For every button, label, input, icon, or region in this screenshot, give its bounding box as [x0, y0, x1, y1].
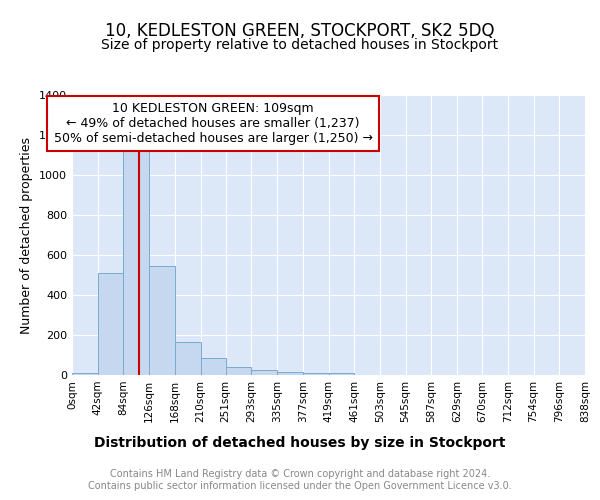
Text: Size of property relative to detached houses in Stockport: Size of property relative to detached ho…: [101, 38, 499, 52]
Bar: [329, 374, 354, 375]
Bar: [303, 373, 329, 375]
Bar: [72, 373, 98, 375]
Text: Contains HM Land Registry data © Crown copyright and database right 2024.
Contai: Contains HM Land Registry data © Crown c…: [88, 469, 512, 491]
Bar: [251, 370, 277, 375]
Bar: [175, 342, 200, 375]
Text: 10 KEDLESTON GREEN: 109sqm
← 49% of detached houses are smaller (1,237)
50% of s: 10 KEDLESTON GREEN: 109sqm ← 49% of deta…: [53, 102, 373, 145]
Bar: [277, 372, 303, 375]
Text: 10, KEDLESTON GREEN, STOCKPORT, SK2 5DQ: 10, KEDLESTON GREEN, STOCKPORT, SK2 5DQ: [105, 22, 495, 40]
Bar: [200, 358, 226, 375]
Bar: [226, 368, 251, 375]
Text: Distribution of detached houses by size in Stockport: Distribution of detached houses by size …: [94, 436, 506, 450]
Bar: [98, 273, 124, 375]
Y-axis label: Number of detached properties: Number of detached properties: [20, 136, 34, 334]
Bar: [149, 266, 175, 375]
Bar: [124, 143, 149, 375]
